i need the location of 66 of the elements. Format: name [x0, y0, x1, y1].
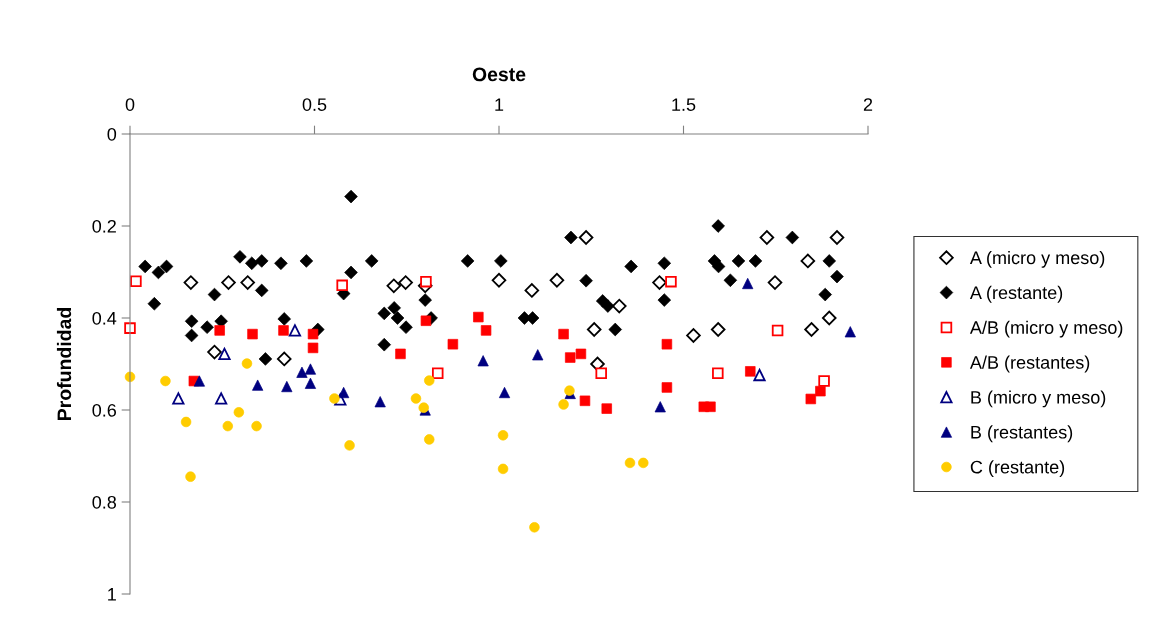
- point: [710, 322, 726, 337]
- point: [759, 230, 775, 245]
- point: [829, 230, 845, 245]
- point: [818, 375, 830, 387]
- legend-label: A/B (micro y meso): [969, 320, 1123, 338]
- point: [398, 275, 413, 290]
- point: [124, 322, 136, 334]
- point: [595, 367, 607, 379]
- point: [386, 278, 402, 294]
- x-tick-label: 0.5: [302, 98, 327, 111]
- point: [652, 275, 667, 290]
- y-tick-label: 1: [108, 588, 116, 601]
- point: [431, 367, 444, 379]
- point: [221, 275, 236, 290]
- point: [524, 283, 540, 298]
- point: [753, 368, 766, 382]
- point: [420, 315, 432, 326]
- y-tick-label: 0.2: [92, 219, 116, 233]
- x-tick-label: 1: [495, 98, 504, 111]
- legend-label: C (restante): [970, 460, 1065, 478]
- y-tick-label: 0.8: [92, 495, 117, 509]
- point: [130, 275, 142, 287]
- point: [336, 279, 348, 292]
- point: [586, 322, 602, 337]
- x-tick-label: 2: [863, 98, 873, 111]
- legend-label: A (restante): [969, 285, 1063, 303]
- legend-label: A/B (restantes): [969, 355, 1090, 373]
- point: [218, 347, 231, 360]
- x-tick-label: 0: [125, 98, 135, 111]
- legend-label: B (restantes): [971, 425, 1073, 443]
- point: [288, 324, 302, 337]
- legend-label: B (micro y meso): [971, 390, 1106, 408]
- point: [665, 275, 677, 288]
- point: [804, 322, 819, 337]
- point: [304, 377, 316, 389]
- point: [712, 367, 724, 379]
- point: [821, 310, 837, 326]
- point: [818, 287, 832, 302]
- point: [215, 392, 228, 405]
- point: [377, 306, 391, 321]
- y-tick-label: 0.4: [92, 311, 117, 325]
- point: [578, 230, 594, 245]
- point: [767, 275, 783, 290]
- point: [172, 392, 185, 405]
- point: [207, 287, 222, 302]
- y-tick-label: 0: [107, 127, 117, 141]
- point: [549, 272, 565, 288]
- point: [491, 272, 507, 288]
- y-tick-label: 0.6: [92, 403, 117, 417]
- point: [473, 311, 484, 323]
- point: [240, 275, 255, 290]
- point: [612, 298, 627, 314]
- point: [420, 275, 432, 288]
- point: [686, 328, 701, 343]
- point: [184, 328, 199, 343]
- point: [159, 259, 174, 274]
- y-axis-title: Profundidad: [56, 308, 72, 420]
- point: [207, 344, 222, 360]
- point: [151, 265, 166, 280]
- point: [771, 324, 784, 337]
- point: [276, 351, 292, 367]
- point: [183, 275, 199, 290]
- legend-label: A (micro y meso): [969, 250, 1105, 268]
- x-axis-title: Oeste: [472, 67, 526, 82]
- point: [800, 253, 816, 269]
- x-tick-label: 1.5: [672, 98, 696, 111]
